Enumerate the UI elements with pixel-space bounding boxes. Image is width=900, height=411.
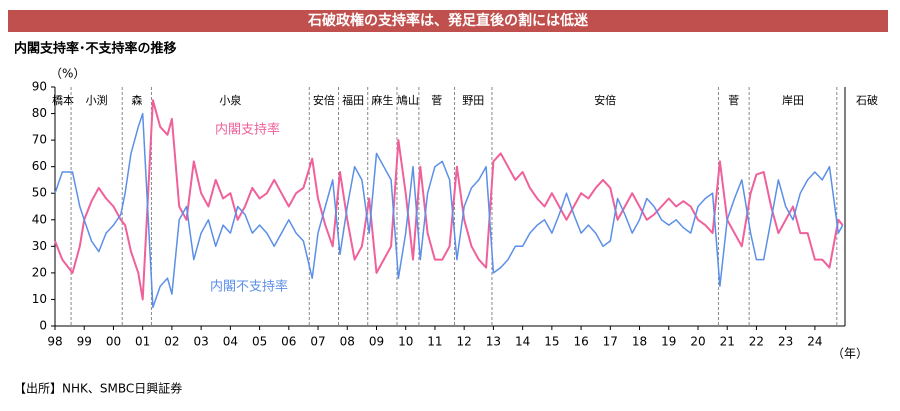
x-tick-label: 98 (47, 335, 62, 349)
y-axis-label: （%） (50, 67, 85, 81)
y-tick-label: 90 (32, 80, 47, 94)
x-tick-label: 08 (340, 335, 355, 349)
subtitle: 内閣支持率･不支持率の推移 (14, 41, 177, 57)
x-tick-label: 22 (749, 335, 764, 349)
x-tick-label: 12 (457, 335, 472, 349)
cabinet-label: 小泉 (219, 93, 241, 107)
x-tick-label: 24 (807, 335, 822, 349)
cabinet-label: 福田 (342, 93, 364, 107)
x-tick-label: 06 (281, 335, 296, 349)
x-tick-label: 14 (515, 335, 530, 349)
series-line (54, 112, 844, 309)
x-tick-label: 20 (690, 335, 705, 349)
x-tick-label: 99 (77, 335, 92, 349)
x-tick-label: 00 (106, 335, 121, 349)
y-tick-label: 0 (39, 319, 47, 333)
y-tick-label: 80 (32, 106, 47, 120)
cabinet-label: 石破 (856, 93, 878, 107)
y-tick-label: 10 (32, 292, 47, 306)
x-tick-label: 09 (369, 335, 384, 349)
x-tick-label: 10 (398, 335, 413, 349)
x-tick-label: 11 (427, 335, 442, 349)
x-tick-label: 04 (223, 335, 238, 349)
cabinet-label: 小渕 (86, 93, 108, 107)
series-line (54, 99, 844, 301)
chart-title: 石破政権の支持率は、発足直後の割には低迷 (307, 12, 589, 29)
cabinet-label: 安倍 (594, 93, 616, 107)
cabinet-label: 菅 (431, 94, 442, 107)
cabinet-label: 野田 (462, 94, 484, 107)
cabinet-label: 菅 (728, 94, 739, 107)
x-tick-label: 05 (252, 335, 267, 349)
x-axis-label: （年） (832, 347, 868, 361)
y-tick-label: 40 (32, 212, 47, 226)
x-tick-label: 16 (573, 335, 588, 349)
title-banner (8, 10, 888, 32)
x-tick-label: 07 (310, 335, 325, 349)
x-tick-label: 23 (778, 335, 793, 349)
y-tick-label: 70 (32, 133, 47, 147)
series-label: 内閣不支持率 (210, 279, 288, 295)
source: 【出所】NHK、SMBC日興証券 (14, 381, 182, 396)
cabinet-label: 鳩山 (397, 93, 419, 107)
x-tick-label: 19 (661, 335, 676, 349)
cabinet-label: 麻生 (371, 93, 393, 107)
x-tick-label: 13 (486, 335, 501, 349)
y-tick-label: 20 (32, 265, 47, 279)
x-tick-label: 03 (193, 335, 208, 349)
x-tick-label: 15 (544, 335, 559, 349)
series-label: 内閣支持率 (215, 122, 280, 138)
x-tick-label: 01 (135, 335, 150, 349)
y-tick-label: 60 (32, 159, 47, 173)
cabinet-label: 森 (131, 93, 142, 107)
y-tick-label: 50 (32, 186, 47, 200)
x-tick-label: 18 (632, 335, 647, 349)
x-tick-label: 02 (164, 335, 179, 349)
x-tick-label: 17 (603, 335, 618, 349)
cabinet-label: 安倍 (313, 93, 335, 107)
cabinet-label: 岸田 (782, 94, 804, 107)
cabinet-label: 橋本 (52, 93, 74, 107)
x-tick-label: 21 (720, 335, 735, 349)
y-tick-label: 30 (32, 239, 47, 253)
